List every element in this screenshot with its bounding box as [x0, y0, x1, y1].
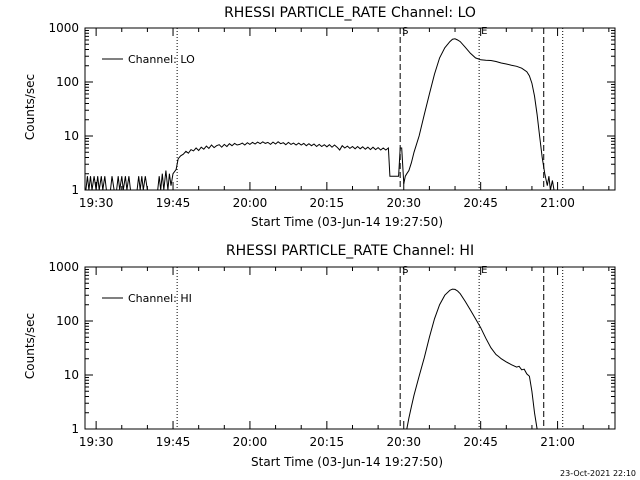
y-tick-label: 1	[71, 183, 79, 197]
time-marker-label: E	[481, 265, 487, 276]
y-tick-label: 1	[71, 422, 79, 436]
series-line	[406, 288, 538, 430]
x-tick-label: 20:45	[463, 435, 498, 449]
y-tick-label: 1000	[48, 21, 79, 35]
x-tick-label: 20:45	[463, 196, 498, 210]
x-tick-label: 20:00	[233, 196, 268, 210]
legend-label: Channel: HI	[128, 292, 192, 305]
plot-frame	[84, 266, 616, 430]
x-tick-label: 19:45	[156, 435, 191, 449]
y-tick-label: 100	[56, 314, 79, 328]
time-marker-label: E	[481, 26, 487, 37]
x-tick-label: 20:15	[310, 435, 345, 449]
chart-panel-hi: RHESSI PARTICLE_RATE Channel: HI Counts/…	[23, 243, 616, 469]
x-tick-label: 20:00	[233, 435, 268, 449]
chart-title: RHESSI PARTICLE_RATE Channel: HI	[226, 243, 474, 259]
y-tick-label: 100	[56, 75, 79, 89]
legend-label: Channel: LO	[128, 53, 195, 66]
plot-frame	[84, 27, 616, 191]
x-tick-label: 19:30	[79, 196, 114, 210]
y-tick-label: 10	[64, 129, 79, 143]
x-tick-label: 19:30	[79, 435, 114, 449]
x-tick-label: 20:15	[310, 196, 345, 210]
chart-title: RHESSI PARTICLE_RATE Channel: LO	[224, 5, 476, 21]
y-axis-label: Counts/sec	[23, 74, 37, 140]
x-tick-label: 20:30	[386, 196, 421, 210]
x-tick-label: 19:45	[156, 196, 191, 210]
y-tick-label: 10	[64, 368, 79, 382]
chart-panel-lo: RHESSI PARTICLE_RATE Channel: LO Counts/…	[23, 5, 616, 229]
y-axis-label: Counts/sec	[23, 313, 37, 379]
x-axis-label: Start Time (03-Jun-14 19:27:50)	[251, 455, 443, 469]
time-marker-label: S	[402, 26, 408, 37]
series-line	[85, 38, 555, 191]
x-tick-label: 21:00	[540, 435, 575, 449]
x-tick-label: 21:00	[540, 196, 575, 210]
x-tick-label: 20:30	[386, 435, 421, 449]
y-tick-label: 1000	[48, 260, 79, 274]
footer-timestamp: 23-Oct-2021 22:10	[560, 469, 636, 478]
time-marker-label: S	[402, 265, 408, 276]
x-axis-label: Start Time (03-Jun-14 19:27:50)	[251, 215, 443, 229]
